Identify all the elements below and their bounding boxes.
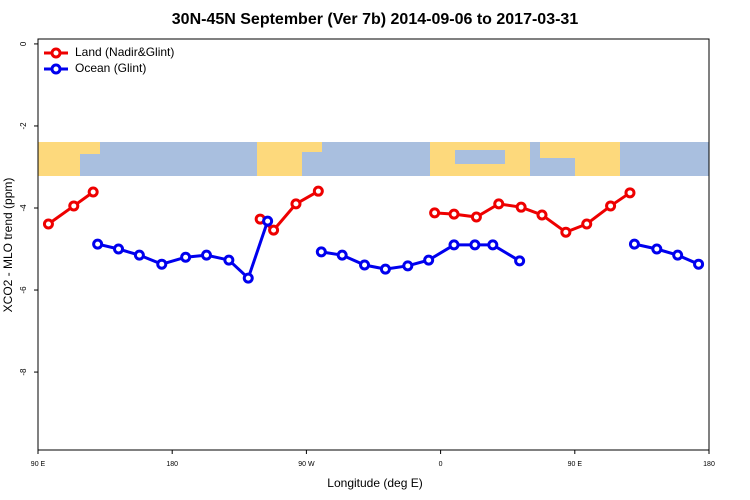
y-tick-label: -2	[19, 122, 28, 130]
x-tick-label: 90 E	[568, 461, 583, 468]
point	[336, 249, 348, 261]
point	[379, 263, 391, 275]
point	[92, 238, 104, 250]
point	[242, 272, 254, 284]
point	[448, 239, 460, 251]
x-tick-label: 180	[166, 461, 178, 468]
point	[469, 239, 481, 251]
point	[359, 259, 371, 271]
legend-marker	[50, 47, 62, 59]
x-axis-label: Longitude (deg E)	[327, 476, 422, 490]
y-tick-label: -4	[19, 204, 28, 212]
point	[68, 200, 80, 212]
point	[487, 239, 499, 251]
point	[315, 246, 327, 258]
chart-title: 30N-45N September (Ver 7b) 2014-09-06 to…	[172, 11, 579, 28]
y-tick-label: -8	[19, 368, 28, 376]
point	[651, 243, 663, 255]
point	[693, 258, 705, 270]
point	[180, 251, 192, 263]
point	[628, 238, 640, 250]
point	[156, 258, 168, 270]
point	[605, 200, 617, 212]
point	[514, 255, 526, 267]
point	[448, 208, 460, 220]
y-tick-label: -6	[19, 286, 28, 294]
point	[312, 185, 324, 197]
point	[87, 186, 99, 198]
point	[200, 249, 212, 261]
point	[423, 254, 435, 266]
plot-frame	[37, 38, 710, 451]
point	[493, 198, 505, 210]
point	[402, 260, 414, 272]
point	[470, 211, 482, 223]
legend-label: Ocean (Glint)	[75, 61, 146, 75]
legend-marker	[50, 63, 62, 75]
point	[624, 187, 636, 199]
point	[560, 226, 572, 238]
x-tick-label: 180	[703, 461, 715, 468]
point	[113, 243, 125, 255]
series-line	[97, 220, 700, 281]
y-tick-label: 0	[19, 41, 28, 46]
point	[268, 224, 280, 236]
point	[42, 218, 54, 230]
y-axis-label: XCO2 - MLO trend (ppm)	[1, 178, 15, 313]
legend-label: Land (Nadir&Glint)	[75, 45, 174, 59]
point	[290, 198, 302, 210]
point	[672, 249, 684, 261]
point	[581, 218, 593, 230]
x-tick-label: 0	[439, 461, 443, 468]
point	[429, 207, 441, 219]
world-map-band	[38, 142, 709, 176]
x-tick-label: 90 W	[298, 461, 315, 468]
x-tick-label: 90 E	[31, 461, 46, 468]
point	[223, 254, 235, 266]
point	[515, 201, 527, 213]
point	[262, 215, 274, 227]
point	[536, 209, 548, 221]
point	[133, 249, 145, 261]
